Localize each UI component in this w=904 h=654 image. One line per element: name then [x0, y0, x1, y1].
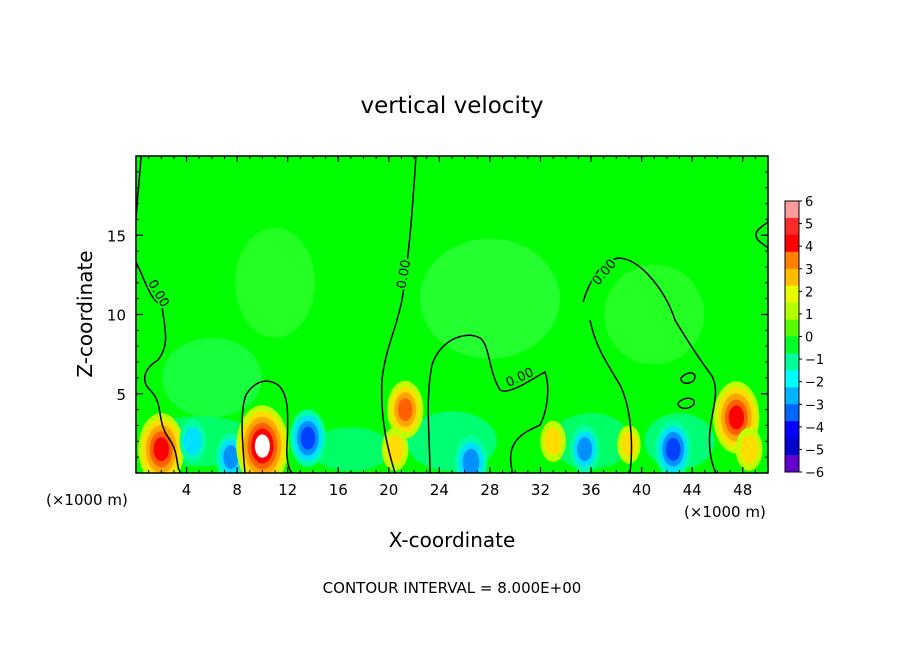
field-blobs — [138, 227, 763, 473]
x-tick-label: 40 — [632, 481, 651, 499]
y-tick-label: 5 — [116, 386, 126, 404]
colorbar-label: 1 — [805, 308, 813, 323]
field-feature — [744, 442, 754, 457]
colorbar-swatch — [785, 370, 799, 388]
field-tint — [419, 238, 560, 359]
colorbar-swatch — [785, 217, 799, 236]
contour-line — [589, 319, 633, 473]
y-axis-label: Z-coordinate — [73, 250, 97, 377]
x-tick-label: 16 — [329, 481, 348, 499]
x-axis-ticks: 4 8 12 16 20 24 28 32 36 40 44 48 — [148, 156, 756, 499]
contour-line — [241, 380, 293, 473]
colorbar-label: 2 — [805, 285, 813, 300]
contour-line — [680, 372, 696, 384]
field-feature — [548, 434, 558, 449]
colorbar-label: 5 — [805, 218, 813, 233]
colorbar-swatch — [785, 319, 799, 337]
colorbar-swatch — [785, 201, 799, 219]
x-tick-label: 48 — [733, 481, 752, 499]
colorbar-swatch — [785, 234, 799, 253]
contour-line — [427, 334, 549, 473]
colorbar-label: −3 — [805, 398, 824, 413]
colorbar-label: 4 — [805, 240, 813, 255]
contour-line — [755, 221, 768, 249]
contour-line — [380, 156, 417, 473]
field-feature — [466, 455, 476, 469]
colorbar: 6 5 4 3 2 1 0 −1 −2 −3 −4 −5 −6 — [784, 195, 824, 481]
contour-line — [136, 261, 183, 473]
field-feature — [669, 443, 677, 456]
field-tint — [604, 264, 705, 365]
x-unit-left: (×1000 m) — [46, 491, 128, 509]
field-feature — [188, 434, 198, 449]
contour-label: 0.00 — [394, 259, 414, 290]
x-tick-label: 36 — [581, 481, 600, 499]
field-band — [310, 427, 391, 472]
y-axis-ticks: 5 10 15 — [107, 171, 768, 458]
y-tick-label: 10 — [107, 307, 126, 325]
field-feature — [732, 411, 741, 424]
x-axis-label: X-coordinate — [389, 528, 516, 552]
field-tint — [161, 337, 262, 418]
colorbar-swatch — [785, 302, 799, 321]
plot-area: 0.000.000.000.00 4 8 12 16 20 24 28 32 36 40 44 48 … — [107, 155, 769, 499]
contour-interval-note: CONTOUR INTERVAL = 8.000E+00 — [323, 579, 582, 597]
chart-title: vertical velocity — [361, 93, 544, 119]
colorbar-swatch — [785, 251, 799, 270]
contour-line — [677, 397, 695, 410]
colorbar-swatch — [785, 268, 799, 287]
x-tick-label: 4 — [182, 481, 192, 499]
field-feature — [157, 443, 166, 456]
x-tick-label: 8 — [232, 481, 242, 499]
x-tick-label: 28 — [480, 481, 499, 499]
colorbar-swatch — [785, 421, 799, 439]
field-feature — [258, 440, 267, 452]
colorbar-swatch — [785, 285, 799, 304]
field-feature — [390, 442, 400, 457]
x-unit-right: (×1000 m) — [684, 503, 766, 521]
colorbar-swatch — [785, 336, 799, 354]
colorbar-label: −2 — [805, 376, 824, 391]
field-feature — [304, 432, 312, 444]
field-feature — [227, 451, 235, 464]
colorbar-swatch — [785, 455, 799, 473]
colorbar-label: −1 — [805, 353, 824, 368]
x-tick-label: 32 — [531, 481, 550, 499]
colorbar-label: 0 — [805, 331, 813, 346]
x-tick-label: 20 — [379, 481, 398, 499]
x-tick-label: 44 — [683, 481, 702, 499]
x-tick-label: 24 — [430, 481, 449, 499]
colorbar-label: −4 — [805, 421, 824, 436]
colorbar-label: 6 — [805, 195, 813, 210]
x-tick-label: 12 — [278, 481, 297, 499]
field-tint — [235, 227, 316, 338]
colorbar-swatch — [785, 353, 799, 371]
colorbar-swatch — [785, 387, 799, 405]
colorbar-label: 3 — [805, 263, 813, 278]
zero-contours — [136, 156, 768, 473]
colorbar-label: −5 — [805, 443, 824, 458]
y-tick-label: 15 — [107, 227, 126, 245]
colorbar-swatch — [785, 438, 799, 456]
field-feature — [580, 443, 589, 456]
colorbar-swatch — [785, 404, 799, 422]
contour-line — [582, 257, 717, 473]
field-feature — [401, 403, 409, 416]
colorbar-label: −6 — [805, 466, 824, 481]
